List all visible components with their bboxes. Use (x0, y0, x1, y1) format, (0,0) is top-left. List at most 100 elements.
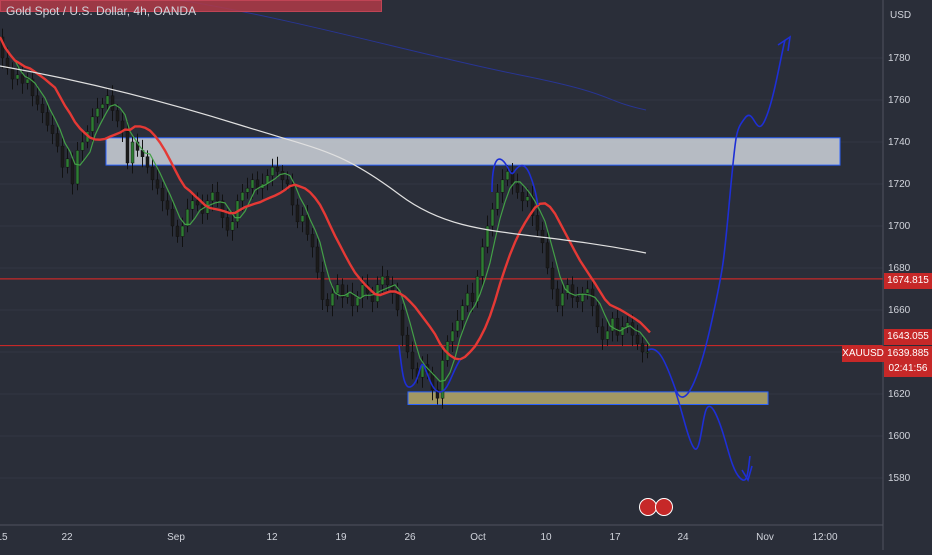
candle-body (515, 183, 520, 193)
candle-body (480, 246, 485, 277)
candle-body (45, 112, 50, 126)
x-tick-label: 12 (266, 532, 278, 543)
candle-body (300, 215, 305, 223)
candle-body (230, 221, 235, 231)
level-price-tag: 1674.815 (884, 273, 932, 289)
candle-body (380, 276, 385, 286)
moving-averages-layer (0, 0, 651, 383)
candle-body (340, 284, 345, 298)
candle-body (390, 284, 395, 294)
y-tick-label: 1660 (888, 305, 911, 316)
sma-long-line (179, 0, 647, 111)
x-tick-label: 12:00 (812, 532, 837, 543)
x-tick-label: 22 (61, 532, 73, 543)
chart-title: Gold Spot / U.S. Dollar, 4h, OANDA (6, 4, 197, 18)
candle-body (570, 284, 575, 298)
candle-body (35, 95, 40, 105)
candle-body (355, 297, 360, 307)
levels-layer (0, 278, 883, 347)
candle-body (350, 292, 355, 307)
y-tick-label: 1600 (888, 431, 911, 442)
candle-body (110, 95, 115, 111)
candle-body (255, 179, 260, 189)
candle-body (320, 271, 325, 300)
candle-body (145, 156, 150, 168)
candle-body (180, 225, 185, 237)
candle-body (175, 225, 180, 237)
candle-body (465, 292, 470, 307)
candle-body (575, 297, 580, 302)
candle-body (310, 234, 315, 248)
x-tick-label: 17 (609, 532, 621, 543)
candle-body (305, 215, 310, 235)
candle-body (400, 309, 405, 336)
x-tick-label: Nov (756, 532, 774, 543)
candle-body (470, 292, 475, 302)
current-price-tag: 1639.885 (884, 346, 932, 362)
candle-body (520, 192, 525, 202)
candle-body (610, 318, 615, 332)
candle-body (240, 192, 245, 202)
candle-body (545, 242, 550, 269)
candle-body (605, 330, 610, 340)
candle-body (440, 360, 445, 399)
candle-body (95, 108, 100, 118)
candle-body (285, 179, 290, 185)
time-axis: 15 22 Sep 12 19 26 Oct 10 17 24 Nov 12:00 (0, 524, 883, 543)
event-icon[interactable] (655, 498, 673, 516)
candle-body (185, 208, 190, 227)
candle-body (75, 150, 80, 185)
candle-body (615, 318, 620, 336)
candle-body (275, 166, 280, 172)
x-tick-label: Sep (167, 532, 185, 543)
candle-body (50, 124, 55, 134)
candle-body (405, 334, 410, 353)
supply-zone (105, 137, 841, 166)
candle-body (295, 204, 300, 223)
candle-body (595, 305, 600, 328)
candle-body (245, 187, 250, 193)
x-tick-label: 15 (0, 532, 8, 543)
candle-body (640, 343, 645, 353)
candle-body (525, 196, 530, 202)
candle-body (330, 292, 335, 307)
candle-body (550, 267, 555, 290)
candle-body (25, 78, 30, 84)
candle-body (385, 276, 390, 286)
projection-drawing (398, 344, 461, 393)
candle-body (100, 103, 105, 109)
candle-body (325, 299, 330, 307)
x-tick-label: 10 (540, 532, 552, 543)
candles-layer (0, 28, 650, 409)
x-tick-label: 24 (677, 532, 689, 543)
candle-body (435, 389, 440, 399)
candle-body (460, 305, 465, 321)
arrow-head-down (741, 465, 753, 482)
arrow-head-up (777, 35, 792, 52)
candle-body (70, 158, 75, 185)
candle-body (65, 158, 70, 168)
candle-body (130, 141, 135, 164)
candle-body (490, 208, 495, 227)
candle-body (165, 200, 170, 210)
candle-body (290, 183, 295, 206)
candle-body (55, 133, 60, 147)
candle-body (410, 351, 415, 370)
sma-mid-line (0, 36, 651, 361)
candle-body (505, 171, 510, 181)
candle-body (15, 74, 20, 80)
candle-body (510, 171, 515, 185)
candle-body (220, 200, 225, 218)
symbol-tag: XAUUSD (842, 346, 884, 362)
candle-body (280, 171, 285, 181)
x-tick-label: Oct (470, 532, 486, 543)
candle-body (195, 200, 200, 206)
candle-body (450, 330, 455, 342)
y-tick-label: 1740 (888, 137, 911, 148)
candle-body (500, 179, 505, 193)
candle-body (565, 284, 570, 294)
bar-countdown-tag: 02:41:56 (884, 361, 932, 377)
bearish-projection (674, 389, 751, 481)
